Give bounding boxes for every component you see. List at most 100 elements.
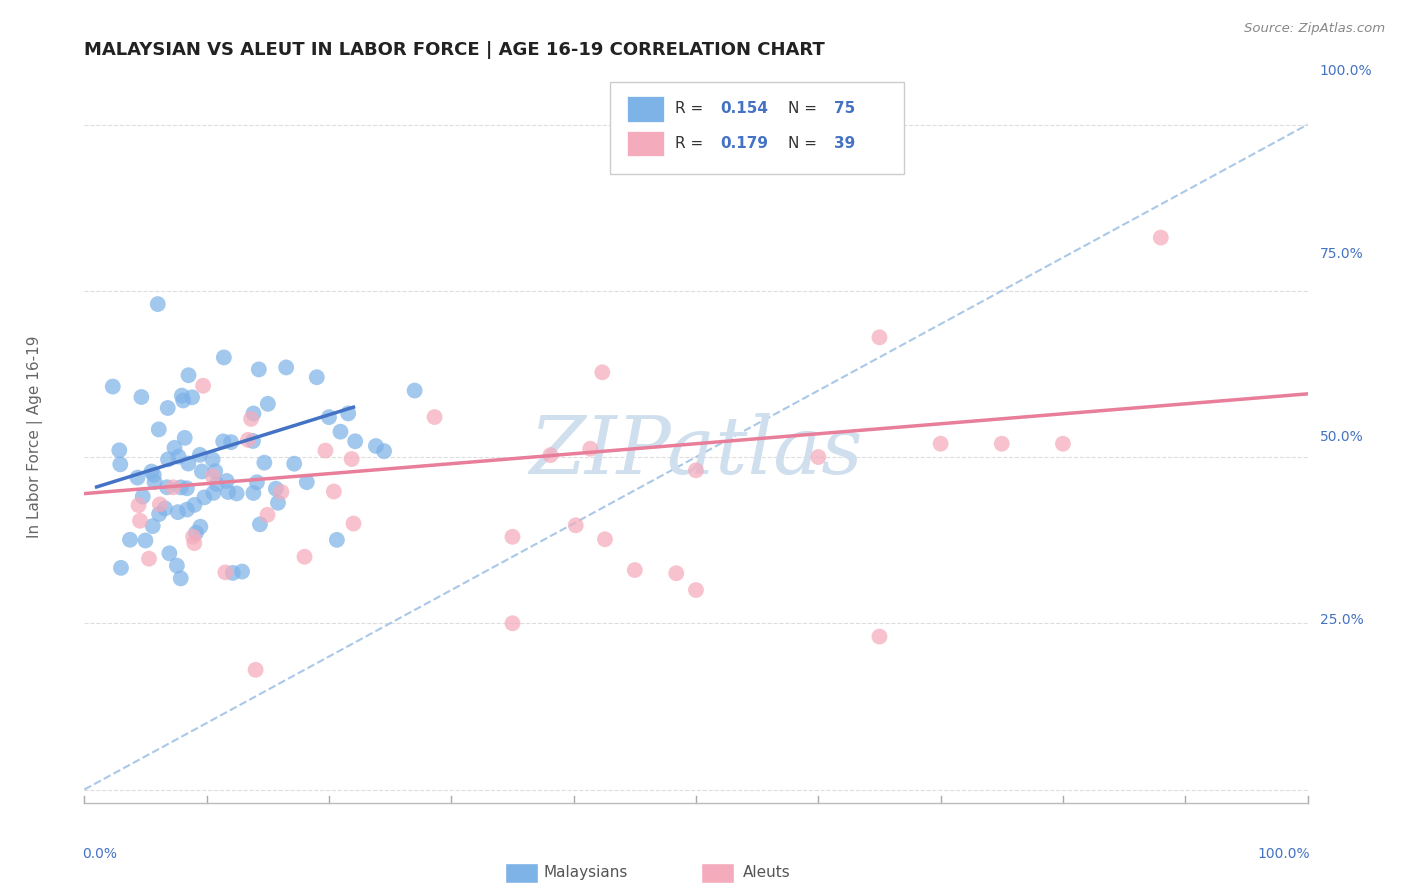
Point bbox=[364, 439, 387, 453]
Text: N =: N = bbox=[787, 101, 821, 116]
Text: 75: 75 bbox=[834, 101, 855, 116]
Point bbox=[141, 465, 163, 479]
Point bbox=[869, 630, 891, 644]
Point bbox=[143, 475, 166, 489]
Text: MALAYSIAN VS ALEUT IN LABOR FORCE | AGE 16-19 CORRELATION CHART: MALAYSIAN VS ALEUT IN LABOR FORCE | AGE … bbox=[84, 41, 825, 59]
Text: Malaysians: Malaysians bbox=[543, 864, 627, 880]
Point bbox=[217, 485, 239, 500]
FancyBboxPatch shape bbox=[610, 82, 904, 174]
FancyBboxPatch shape bbox=[627, 130, 664, 156]
Text: 0.154: 0.154 bbox=[720, 101, 769, 116]
Point bbox=[305, 370, 328, 384]
Point bbox=[326, 533, 349, 547]
Point bbox=[162, 480, 184, 494]
Point bbox=[184, 525, 207, 540]
Point bbox=[172, 393, 194, 408]
Point bbox=[183, 536, 205, 550]
Point bbox=[202, 486, 225, 500]
Point bbox=[170, 389, 193, 403]
Point bbox=[318, 410, 340, 425]
Point bbox=[247, 362, 270, 376]
Point bbox=[242, 486, 264, 500]
Point bbox=[564, 518, 586, 533]
Text: 100.0%: 100.0% bbox=[1320, 64, 1372, 78]
Text: 0.0%: 0.0% bbox=[82, 847, 117, 861]
FancyBboxPatch shape bbox=[505, 863, 538, 882]
Text: 39: 39 bbox=[834, 136, 855, 151]
Text: N =: N = bbox=[787, 136, 821, 151]
Point bbox=[173, 431, 195, 445]
Point bbox=[170, 480, 193, 494]
Point bbox=[131, 390, 153, 404]
Point bbox=[212, 434, 235, 449]
Point bbox=[183, 498, 205, 512]
Point bbox=[242, 407, 264, 421]
Point bbox=[157, 546, 180, 560]
Point bbox=[156, 480, 179, 494]
Point bbox=[181, 530, 204, 544]
Point bbox=[212, 351, 235, 365]
Point bbox=[423, 410, 446, 425]
Text: Aleuts: Aleuts bbox=[742, 864, 790, 880]
Point bbox=[188, 519, 211, 533]
Text: R =: R = bbox=[675, 136, 709, 151]
Point bbox=[166, 558, 188, 573]
Point bbox=[193, 491, 215, 505]
Point bbox=[294, 549, 316, 564]
Point bbox=[149, 497, 172, 511]
Point bbox=[138, 551, 160, 566]
Point bbox=[404, 384, 426, 398]
Point bbox=[807, 450, 830, 464]
Point bbox=[132, 490, 155, 504]
Point bbox=[148, 422, 170, 436]
Point bbox=[314, 443, 336, 458]
Point bbox=[127, 470, 149, 484]
Point bbox=[322, 484, 344, 499]
Point bbox=[236, 433, 259, 447]
Point bbox=[177, 368, 200, 383]
Point bbox=[225, 486, 247, 500]
Point bbox=[283, 457, 305, 471]
Point bbox=[167, 450, 190, 464]
Point bbox=[337, 406, 360, 420]
Point bbox=[176, 481, 198, 495]
FancyBboxPatch shape bbox=[627, 96, 664, 122]
Point bbox=[245, 663, 267, 677]
Point bbox=[540, 448, 562, 462]
Point bbox=[240, 412, 263, 426]
Point bbox=[201, 452, 224, 467]
Point bbox=[270, 484, 292, 499]
Point bbox=[108, 443, 131, 458]
Point bbox=[344, 434, 367, 449]
Text: R =: R = bbox=[675, 101, 709, 116]
Point bbox=[869, 330, 891, 344]
Point bbox=[188, 448, 211, 462]
Point bbox=[110, 561, 132, 575]
Point bbox=[249, 517, 271, 532]
Point bbox=[1150, 230, 1173, 244]
Text: 0.179: 0.179 bbox=[720, 136, 769, 151]
Point bbox=[929, 436, 952, 450]
Point bbox=[215, 474, 238, 488]
Point bbox=[242, 434, 264, 448]
Text: 25.0%: 25.0% bbox=[1320, 613, 1364, 627]
Point bbox=[591, 365, 613, 379]
Point bbox=[146, 297, 169, 311]
Point bbox=[253, 456, 276, 470]
Point bbox=[276, 360, 298, 375]
Point bbox=[156, 401, 179, 415]
Point bbox=[142, 467, 165, 482]
Point bbox=[191, 465, 214, 479]
Text: 100.0%: 100.0% bbox=[1257, 847, 1310, 861]
Point bbox=[665, 566, 688, 581]
Point bbox=[685, 463, 707, 477]
Point bbox=[373, 444, 395, 458]
Point bbox=[128, 498, 150, 512]
Text: 50.0%: 50.0% bbox=[1320, 430, 1364, 444]
Point bbox=[110, 458, 132, 472]
Point bbox=[214, 566, 236, 580]
Point bbox=[593, 533, 616, 547]
Point bbox=[181, 390, 204, 404]
Point bbox=[295, 475, 318, 490]
Point bbox=[329, 425, 352, 439]
